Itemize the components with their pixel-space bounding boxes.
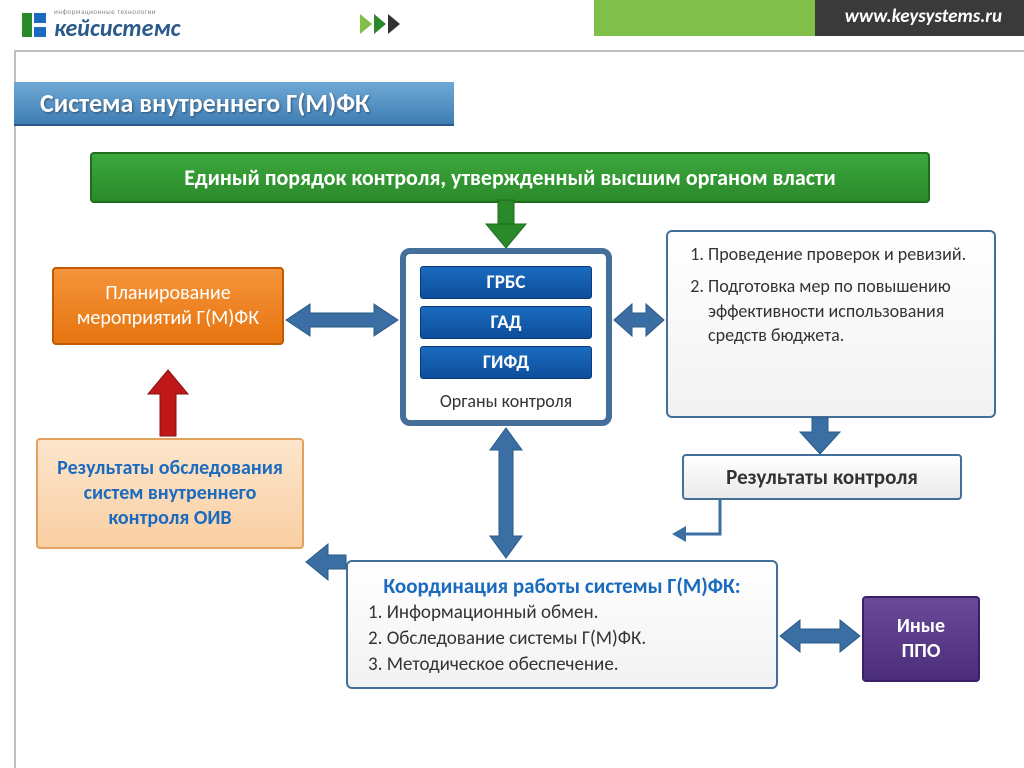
- box-organ-control: ГРБС ГАД ГИФД Органы контроля: [400, 248, 612, 426]
- box-checks: Проведение проверок и ревизий. Подготовк…: [666, 230, 996, 418]
- box-survey: Результаты обследования систем внутренне…: [36, 438, 304, 549]
- arrow-icon: [360, 14, 372, 34]
- logo-title: кейсистемс: [54, 17, 180, 41]
- divider-vertical: [14, 50, 16, 768]
- header: информационные технологии кейсистемс www…: [0, 0, 1024, 50]
- box-other-ppo: Иные ППО: [862, 596, 980, 682]
- box-top-authority: Единый порядок контроля, утвержденный вы…: [90, 152, 930, 203]
- coord-item: 3. Методическое обеспечение.: [368, 652, 756, 678]
- arrow-elbow-icon: [672, 500, 742, 563]
- logo: информационные технологии кейсистемс: [20, 8, 180, 41]
- organ-item: ГАД: [420, 306, 592, 339]
- arrow-icon: [388, 14, 400, 34]
- logo-icon: [20, 11, 48, 39]
- organ-label: Органы контроля: [406, 390, 606, 412]
- divider: [14, 50, 1024, 52]
- arrow-bidir-icon: [614, 302, 664, 343]
- coord-item: 1. Информационный обмен.: [368, 600, 756, 626]
- box-coordination: Координация работы системы Г(М)ФК: 1. Ин…: [346, 560, 778, 689]
- organ-item: ГРБС: [420, 266, 592, 299]
- nav-arrows: [360, 14, 400, 34]
- header-url: www.keysystems.ru: [815, 0, 1024, 36]
- arrow-up-icon: [148, 370, 188, 441]
- arrow-icon: [374, 14, 386, 34]
- checks-item: Подготовка мер по повышению эффективност…: [708, 274, 980, 347]
- arrow-bidir-icon: [286, 302, 398, 343]
- page-title: Система внутреннего Г(М)ФК: [14, 82, 454, 126]
- arrow-down-icon: [800, 418, 840, 459]
- organ-item: ГИФД: [420, 346, 592, 379]
- box-planning: Планирование мероприятий Г(М)ФК: [52, 267, 284, 345]
- arrow-down-icon: [486, 200, 526, 253]
- arrow-left-icon: [306, 544, 346, 585]
- coord-item: 2. Обследование системы Г(М)ФК.: [368, 626, 756, 652]
- arrow-bidir-vert-icon: [488, 428, 524, 563]
- coord-title: Координация работы системы Г(М)ФК:: [368, 572, 756, 600]
- box-results: Результаты контроля: [682, 454, 962, 500]
- arrow-bidir-icon: [780, 618, 860, 659]
- checks-item: Проведение проверок и ревизий.: [708, 242, 980, 266]
